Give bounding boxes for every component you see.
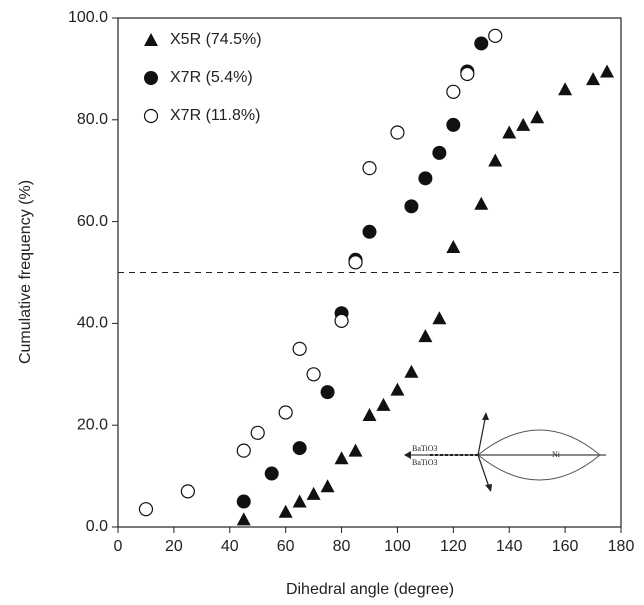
filled-circle-marker [418,171,433,186]
triangle-marker [306,486,321,500]
inset-grain [477,429,601,481]
y-tick-label: 0.0 [86,518,108,535]
inset-arrowhead [485,484,492,492]
triangle-marker [348,443,363,457]
open-circle-marker [250,425,265,440]
triangle-marker [530,110,545,124]
triangle-marker [404,364,419,378]
triangle-marker [488,153,503,167]
plot-frame [117,17,622,528]
legend-label: X7R (5.4%) [170,69,253,86]
open-circle-marker [446,84,461,99]
filled-circle-marker [404,199,419,214]
legend-marker [144,33,158,46]
open-circle-marker [180,484,195,499]
triangle-marker [362,408,377,422]
triangle-marker [586,72,601,86]
triangle-marker [432,311,447,325]
x-tick-label: 160 [552,538,579,555]
triangle-marker [446,240,461,254]
y-tick-label: 20.0 [77,416,108,433]
triangle-marker [516,117,531,131]
x-tick-label: 120 [440,538,467,555]
filled-circle-marker [264,466,279,481]
open-circle-marker [278,405,293,420]
triangle-marker [236,512,251,526]
x-tick-label: 180 [608,538,635,555]
inset-diagram [404,412,606,492]
y-tick-label: 60.0 [77,213,108,230]
filled-circle-marker [320,385,335,400]
inset-arrowhead [482,412,489,420]
open-circle-marker [236,443,251,458]
inset-label: BaTiO3 [412,444,438,453]
open-circle-marker [488,28,503,43]
y-tick-label: 100.0 [68,9,108,26]
x-tick-label: 40 [221,538,239,555]
filled-circle-marker [432,145,447,160]
open-circle-marker [362,161,377,176]
triangle-marker [334,451,349,465]
open-circle-marker [348,255,363,270]
legend-label: X5R (74.5%) [170,31,262,48]
triangle-marker [558,82,573,96]
legend-marker [143,108,159,124]
open-circle-marker [390,125,405,140]
triangle-marker [376,397,391,411]
x-tick-label: 140 [496,538,523,555]
y-tick-label: 40.0 [77,315,108,332]
x-tick-label: 60 [277,538,295,555]
triangle-marker [320,479,335,493]
triangle-marker [292,494,307,508]
inset-label: Ni [552,450,561,459]
y-axis-label: Cumulative frequency (%) [17,180,34,364]
triangle-marker [502,125,517,139]
y-tick-label: 80.0 [77,111,108,128]
inset-label: BaTiO3 [412,458,438,467]
open-circle-marker [460,66,475,82]
filled-circle-marker [474,36,489,51]
inset-arrow [477,454,491,491]
x-tick-label: 100 [384,538,411,555]
filled-circle-marker [236,494,251,509]
triangle-marker [600,64,615,78]
inset-arrowhead [404,451,411,459]
legend-label: X7R (11.8%) [170,107,260,124]
inset-arrow [477,413,487,456]
x-axis-label: Dihedral angle (degree) [286,581,454,598]
x-tick-label: 0 [114,538,123,555]
triangle-marker [474,196,489,210]
open-circle-marker [292,341,307,356]
filled-circle-marker [446,117,461,132]
triangle-marker [390,382,405,396]
filled-circle-marker [292,441,307,456]
open-circle-marker [306,367,321,382]
triangle-marker [278,504,293,518]
x-tick-label: 80 [333,538,351,555]
x-tick-label: 20 [165,538,183,555]
filled-circle-marker [362,224,377,239]
open-circle-marker [334,313,349,328]
legend-marker [144,71,158,85]
open-circle-marker [138,502,154,517]
triangle-marker [418,329,433,343]
